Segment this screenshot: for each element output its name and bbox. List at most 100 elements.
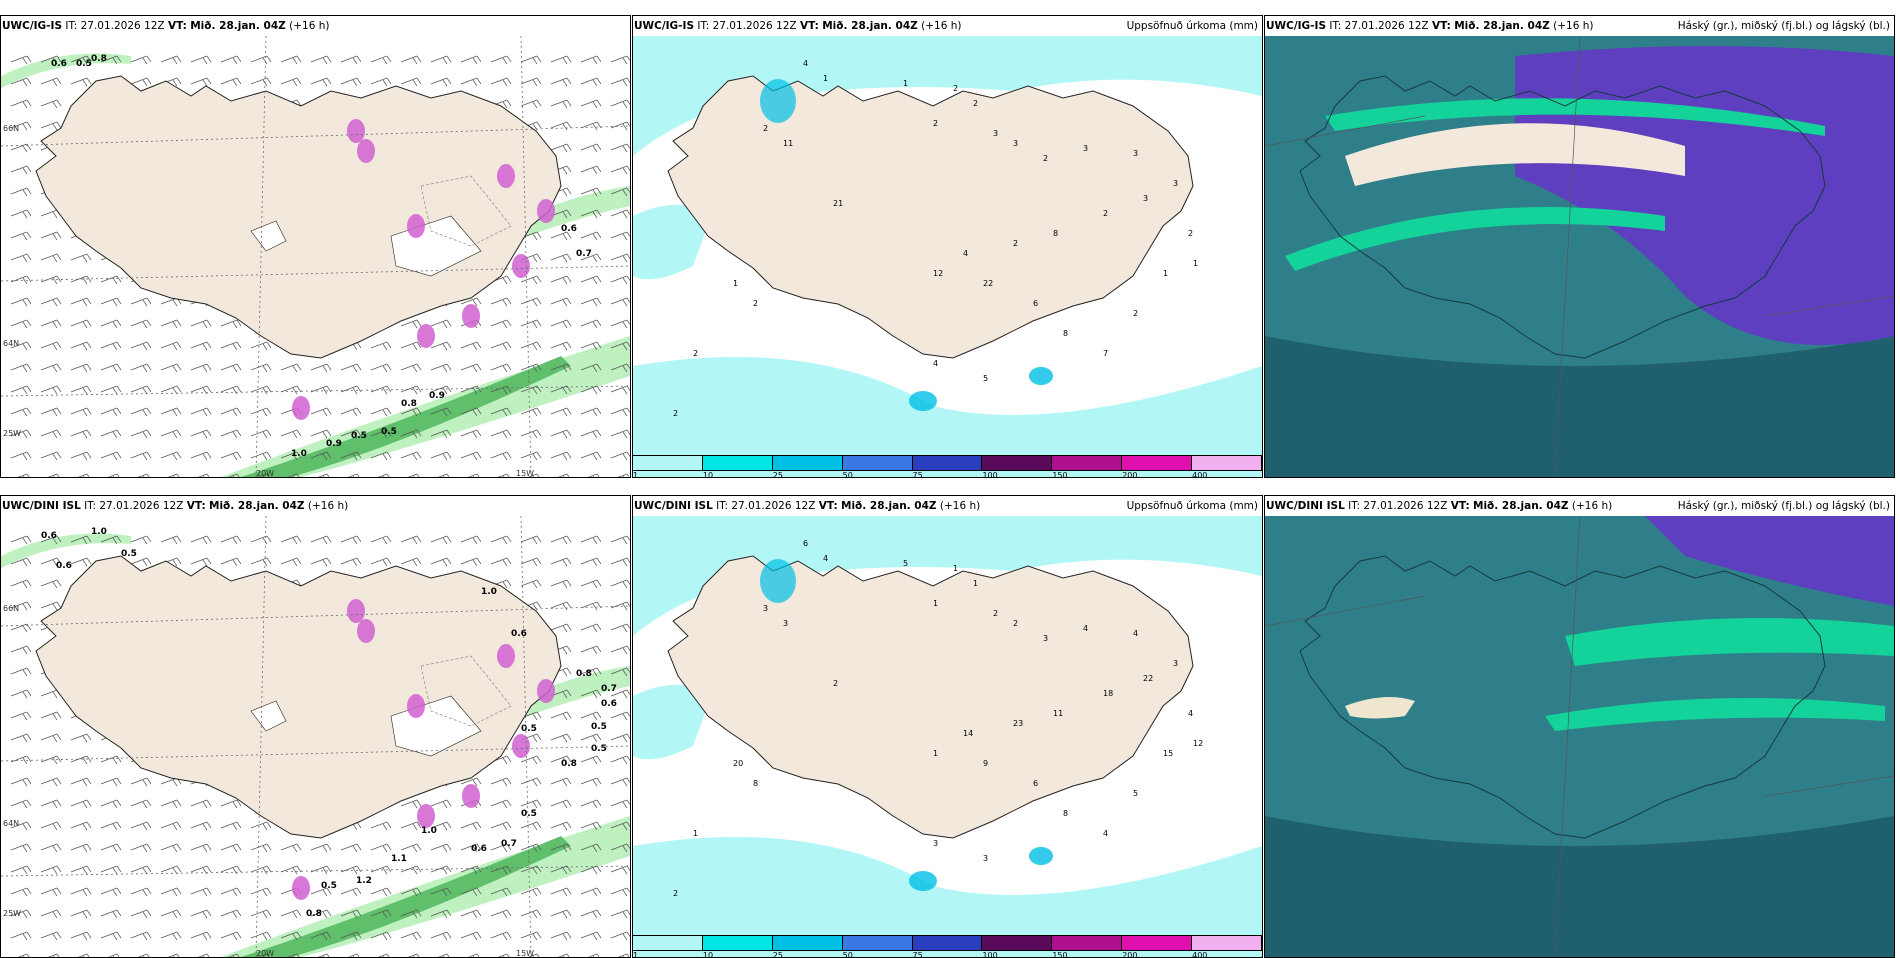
hatch-area (420, 655, 512, 727)
barb-flag (116, 931, 122, 939)
wind-barb (520, 755, 542, 765)
barb-shaft (610, 623, 628, 631)
barb-flag (146, 473, 150, 477)
barb-flag (236, 55, 242, 63)
precip-value: 3 (1133, 149, 1138, 158)
barb-flag (622, 321, 628, 329)
barb-shaft (100, 429, 118, 437)
precip-value: 3 (1143, 194, 1148, 203)
barb-shaft (220, 429, 238, 437)
barb-shaft (10, 821, 28, 829)
wind-barb (378, 473, 390, 477)
barb-flag (206, 953, 210, 957)
barb-flag (592, 889, 598, 897)
wind-barb (610, 407, 630, 417)
wind-barb (70, 865, 92, 875)
barb-flag (566, 99, 572, 107)
barb-flag (596, 363, 602, 371)
barb-flag (26, 429, 32, 437)
barb-flag (326, 429, 332, 437)
barb-flag (386, 451, 392, 459)
barb-flag (532, 101, 538, 109)
barb-flag (262, 911, 268, 919)
barb-shaft (100, 799, 118, 807)
barb-shaft (40, 231, 58, 239)
barb-shaft (400, 799, 418, 807)
barb-shaft (130, 385, 148, 393)
barb-shaft (10, 143, 28, 151)
wind-barb (160, 55, 182, 65)
barb-flag (472, 57, 478, 65)
precip-value: 8 (1063, 329, 1068, 338)
barb-flag (172, 823, 178, 831)
barb-shaft (580, 557, 598, 565)
wind-barb (70, 755, 92, 765)
barb-flag (172, 409, 178, 417)
barb-shaft (460, 535, 478, 543)
pink-precip (497, 164, 515, 188)
wind-barb (580, 253, 602, 263)
wind-barb (40, 755, 62, 765)
wind-barb (190, 557, 212, 567)
barb-flag (266, 385, 272, 393)
land-iceland (667, 555, 1194, 839)
barb-flag (56, 557, 62, 565)
barb-shaft (610, 143, 628, 151)
barb-flag (472, 343, 478, 351)
wind-barb (520, 579, 542, 589)
barb-flag (176, 535, 182, 543)
wind-barb (400, 535, 422, 545)
barb-shaft (580, 165, 598, 173)
barb-flag (502, 387, 508, 395)
barb-flag (536, 363, 542, 371)
wind-barb (220, 451, 242, 461)
barb-flag (52, 409, 58, 417)
barb-flag (26, 99, 32, 107)
wind-barb (40, 865, 62, 875)
barb-shaft (370, 363, 388, 371)
legend-swatch (1122, 936, 1193, 950)
barb-flag (22, 669, 28, 677)
barb-flag (262, 823, 268, 831)
barb-flag (592, 603, 598, 611)
barb-flag (322, 933, 328, 941)
barb-flag (382, 409, 388, 417)
barb-flag (532, 299, 538, 307)
barb-flag (22, 453, 28, 461)
barb-shaft (490, 341, 508, 349)
barb-shaft (190, 909, 208, 917)
barb-flag (56, 297, 62, 305)
barb-flag (442, 955, 445, 957)
barb-shaft (10, 121, 28, 129)
precip-value: 2 (1133, 309, 1138, 318)
barb-shaft (610, 777, 628, 785)
wind-barb (348, 953, 360, 957)
wind-barb (40, 55, 62, 65)
wind-barb (490, 557, 512, 567)
barb-shaft (100, 55, 118, 63)
barb-shaft (460, 363, 478, 371)
barb-flag (352, 537, 358, 545)
wind-barb (10, 319, 32, 329)
barb-flag (562, 79, 568, 87)
barb-flag (22, 189, 28, 197)
wind-barb (10, 909, 32, 919)
barb-flag (356, 429, 362, 437)
barb-flag (22, 431, 28, 439)
barb-shaft (580, 645, 598, 653)
barb-shaft (40, 363, 58, 371)
wind-barb (10, 843, 32, 853)
barb-flag (22, 735, 28, 743)
wind-barb (10, 557, 32, 567)
barb-flag (176, 55, 182, 63)
barb-flag (112, 867, 118, 875)
barb-flag (296, 99, 302, 107)
wind-barb (490, 821, 512, 831)
wind-barb (100, 363, 122, 373)
wind-barb (220, 821, 242, 831)
legend-tick: 75 (912, 951, 923, 958)
barb-shaft (160, 407, 178, 415)
barb-flag (412, 57, 418, 65)
barb-flag (82, 845, 88, 853)
barb-flag (322, 387, 328, 395)
